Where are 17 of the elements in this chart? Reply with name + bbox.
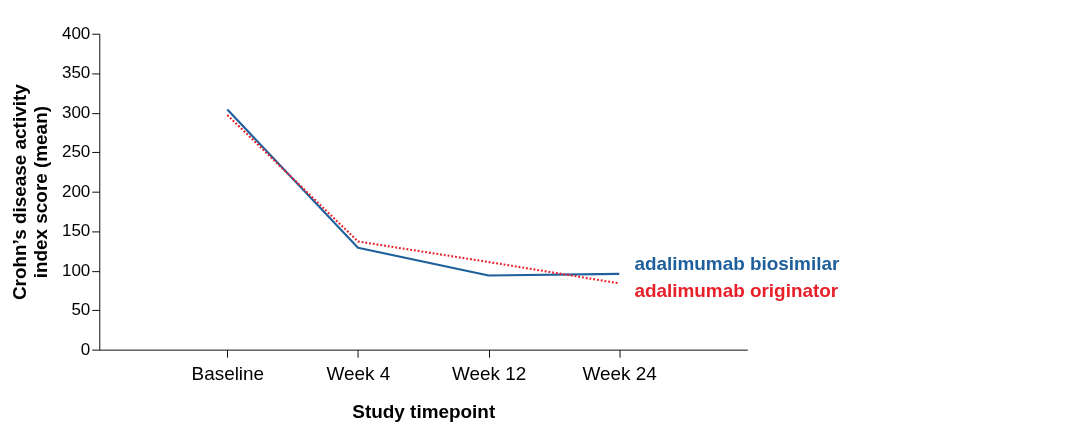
y-tick-label: 200 [61, 181, 91, 201]
y-tick-label: 150 [61, 221, 91, 241]
y-tick-label: 350 [61, 63, 91, 83]
x-tick-label: Week 12 [451, 363, 527, 385]
y-tick-label: 50 [71, 300, 91, 320]
y-tick-label: 250 [61, 142, 91, 162]
x-tick-label: Week 24 [582, 363, 657, 385]
y-tick-label: 100 [61, 260, 91, 280]
y-tick-label: 0 [80, 339, 91, 359]
series-label: adalimumab originator [634, 279, 839, 301]
y-axis-title: Crohn’s disease activity index score (mean) [8, 83, 51, 301]
x-tick-label: Week 4 [326, 363, 391, 385]
x-axis-title: Study timepoint [352, 401, 496, 423]
y-tick-label: 400 [61, 23, 91, 43]
x-tick-label: Baseline [191, 363, 265, 385]
series-label: adalimumab biosimilar [634, 253, 840, 275]
y-tick-label: 300 [61, 102, 91, 122]
